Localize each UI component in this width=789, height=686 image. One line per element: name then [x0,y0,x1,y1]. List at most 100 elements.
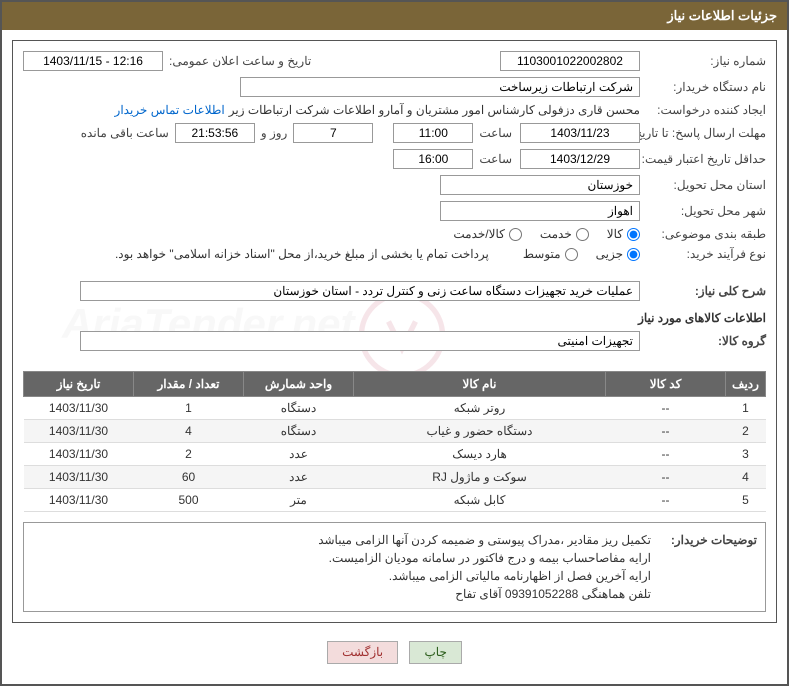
proc-medium-option[interactable]: متوسط [523,247,578,261]
table-cell: 2 [134,443,244,466]
row-requester: ایجاد کننده درخواست: محسن قاری دزفولی کا… [23,103,766,117]
table-cell: عدد [244,443,354,466]
table-cell: 1403/11/30 [24,420,134,443]
row-delivery-city: شهر محل تحویل: [23,201,766,221]
table-cell: روتر شبکه [354,397,606,420]
table-col-header: تعداد / مقدار [134,372,244,397]
goods-group-field[interactable] [80,331,640,351]
delivery-city-field[interactable] [440,201,640,221]
need-number-label: شماره نیاز: [646,54,766,68]
requester-value: محسن قاری دزفولی کارشناس امور مشتریان و … [229,103,640,117]
table-cell: -- [606,466,726,489]
buyer-note-line: ارایه مفاصاحساب بیمه و درج فاکتور در سام… [32,549,651,567]
buyer-note-line: ارایه آخرین فصل از اظهارنامه مالیاتی الز… [32,567,651,585]
category-label: طبقه بندی موضوعی: [646,227,766,241]
goods-table-header-row: ردیفکد کالانام کالاواحد شمارشتعداد / مقد… [24,372,766,397]
validity-date-field[interactable] [520,149,640,169]
table-cell: هارد دیسک [354,443,606,466]
process-radio-group: جزیی متوسط [509,247,640,261]
need-desc-label: شرح کلی نیاز: [646,284,766,298]
back-button[interactable]: بازگشت [327,641,398,664]
category-radio-group: کالا خدمت کالا/خدمت [439,227,640,241]
table-cell: 4 [726,466,766,489]
table-cell: 1403/11/30 [24,489,134,512]
row-category: طبقه بندی موضوعی: کالا خدمت کالا/خدمت [23,227,766,241]
table-cell: دستگاه [244,420,354,443]
time-remaining-field[interactable] [175,123,255,143]
cat-goods-radio[interactable] [627,228,640,241]
goods-table-body: 1--روتر شبکهدستگاه11403/11/302--دستگاه ح… [24,397,766,512]
table-cell: متر [244,489,354,512]
table-row: 4--سوکت و ماژول RJعدد601403/11/30 [24,466,766,489]
deadline-send-time-field[interactable] [393,123,473,143]
delivery-province-label: استان محل تحویل: [646,178,766,192]
days-remaining-field[interactable] [293,123,373,143]
process-label: نوع فرآیند خرید: [646,247,766,261]
table-cell: دستگاه حضور و غیاب [354,420,606,443]
proc-partial-option[interactable]: جزیی [596,247,640,261]
table-cell: دستگاه [244,397,354,420]
proc-medium-radio[interactable] [565,248,578,261]
deadline-send-date-field[interactable] [520,123,640,143]
table-row: 3--هارد دیسکعدد21403/11/30 [24,443,766,466]
requester-label: ایجاد کننده درخواست: [646,103,766,117]
table-cell: 60 [134,466,244,489]
cat-service-option[interactable]: خدمت [540,227,589,241]
need-desc-field[interactable] [80,281,640,301]
table-col-header: واحد شمارش [244,372,354,397]
table-cell: 3 [726,443,766,466]
buyer-org-label: نام دستگاه خریدار: [646,80,766,94]
table-cell: 1403/11/30 [24,443,134,466]
print-button[interactable]: چاپ [409,641,461,664]
table-row: 2--دستگاه حضور و غیابدستگاه41403/11/30 [24,420,766,443]
buyer-notes-label: توضیحات خریدار: [667,531,757,547]
goods-group-label: گروه کالا: [646,334,766,348]
row-need-number: شماره نیاز: تاریخ و ساعت اعلان عمومی: [23,51,766,71]
proc-partial-radio[interactable] [627,248,640,261]
table-cell: 500 [134,489,244,512]
cat-goods-option[interactable]: کالا [607,227,640,241]
cat-goods-service-radio[interactable] [509,228,522,241]
validity-label: حداقل تاریخ اعتبار قیمت: تا تاریخ: [646,152,766,166]
table-cell: 1 [134,397,244,420]
row-delivery-province: استان محل تحویل: [23,175,766,195]
need-number-field[interactable] [500,51,640,71]
buyer-org-field[interactable] [240,77,640,97]
delivery-province-field[interactable] [440,175,640,195]
details-fieldset: شماره نیاز: تاریخ و ساعت اعلان عمومی: نا… [12,40,777,623]
days-text: روز و [261,126,288,140]
table-cell: عدد [244,466,354,489]
table-row: 1--روتر شبکهدستگاه11403/11/30 [24,397,766,420]
page-title: جزئیات اطلاعات نیاز [667,8,777,23]
remaining-text: ساعت باقی مانده [81,126,169,140]
table-cell: 1 [726,397,766,420]
table-cell: -- [606,420,726,443]
buyer-note-line: تکمیل ریز مقادیر ،مدراک پیوستی و ضمیمه ک… [32,531,651,549]
row-validity: حداقل تاریخ اعتبار قیمت: تا تاریخ: ساعت [23,149,766,169]
table-col-header: تاریخ نیاز [24,372,134,397]
table-cell: 1403/11/30 [24,466,134,489]
page-header: جزئیات اطلاعات نیاز [2,2,787,30]
deadline-send-label: مهلت ارسال پاسخ: تا تاریخ: [646,126,766,140]
main-container: جزئیات اطلاعات نیاز AriaTender.net شماره… [0,0,789,686]
table-col-header: نام کالا [354,372,606,397]
row-need-desc: شرح کلی نیاز: [23,281,766,301]
table-row: 5--کابل شبکهمتر5001403/11/30 [24,489,766,512]
row-process: نوع فرآیند خرید: جزیی متوسط پرداخت تمام … [23,247,766,261]
table-cell: 5 [726,489,766,512]
buyer-notes-content: تکمیل ریز مقادیر ،مدراک پیوستی و ضمیمه ک… [32,531,661,603]
goods-info-title: اطلاعات کالاهای مورد نیاز [23,311,766,325]
cat-service-radio[interactable] [576,228,589,241]
buyer-contact-link[interactable]: اطلاعات تماس خریدار [115,103,225,117]
table-cell: 1403/11/30 [24,397,134,420]
table-cell: کابل شبکه [354,489,606,512]
buyer-notes-box: توضیحات خریدار: تکمیل ریز مقادیر ،مدراک … [23,522,766,612]
table-cell: 4 [134,420,244,443]
content-area: AriaTender.net شماره نیاز: تاریخ و ساعت … [2,30,787,684]
cat-goods-service-option[interactable]: کالا/خدمت [453,227,521,241]
validity-time-field[interactable] [393,149,473,169]
button-row: چاپ بازگشت [12,631,777,674]
table-col-header: ردیف [726,372,766,397]
announce-field[interactable] [23,51,163,71]
table-cell: -- [606,489,726,512]
